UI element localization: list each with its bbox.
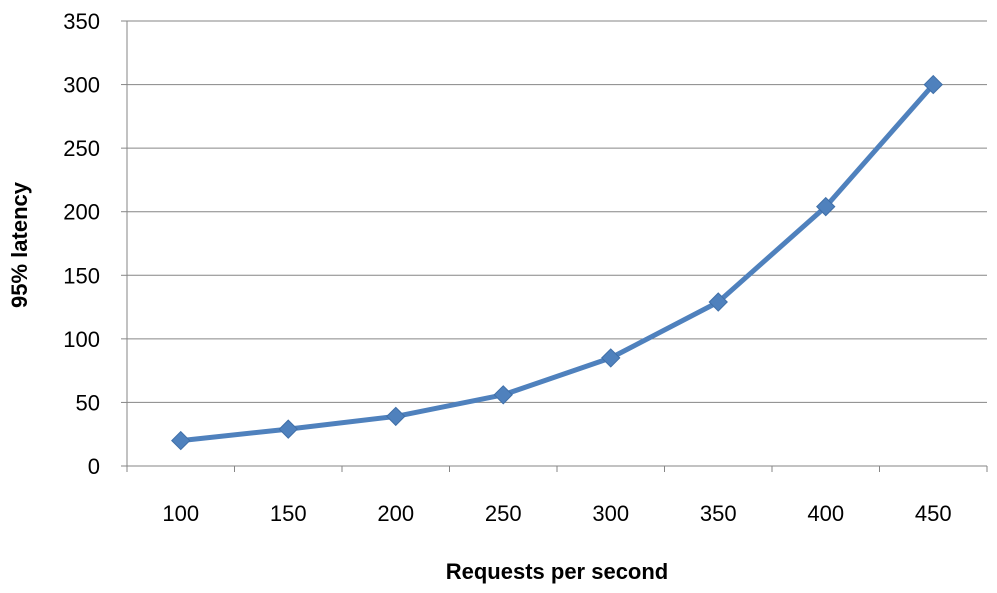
y-tick-label: 100	[63, 327, 100, 352]
data-point-marker	[493, 385, 513, 405]
x-tick-label: 450	[915, 501, 952, 526]
x-tick-label: 250	[485, 501, 522, 526]
y-tick-label: 350	[63, 9, 100, 34]
data-point-marker	[601, 348, 621, 368]
data-point-marker	[923, 74, 943, 95]
x-tick-labels: 100 150 200 250 300 350 400 450	[162, 501, 951, 526]
y-tick-label: 0	[88, 454, 100, 479]
data-point-marker	[816, 196, 836, 217]
x-tick-label: 100	[162, 501, 199, 526]
y-tick-label: 200	[63, 200, 100, 225]
x-tick-label: 150	[270, 501, 307, 526]
y-tick-label: 50	[76, 390, 100, 415]
y-tick-labels: 0 50 100 150 200 250 300 350	[63, 9, 100, 479]
y-tick-label: 300	[63, 73, 100, 98]
x-tick-label: 350	[700, 501, 737, 526]
data-point-marker	[708, 292, 728, 312]
series-line	[178, 82, 936, 444]
x-axis-title: Requests per second	[446, 559, 669, 584]
gridlines	[127, 20, 987, 403]
x-tick-label: 400	[807, 501, 844, 526]
data-point-marker	[171, 430, 191, 451]
y-tick-label: 250	[63, 136, 100, 161]
data-point-marker	[386, 406, 406, 427]
axes	[121, 20, 988, 472]
x-tick-label: 300	[592, 501, 629, 526]
series-layer	[171, 74, 943, 451]
y-axis-title: 95% latency	[7, 181, 32, 308]
x-tick-label: 200	[377, 501, 414, 526]
data-point-marker	[278, 419, 298, 439]
y-tick-label: 150	[63, 263, 100, 288]
